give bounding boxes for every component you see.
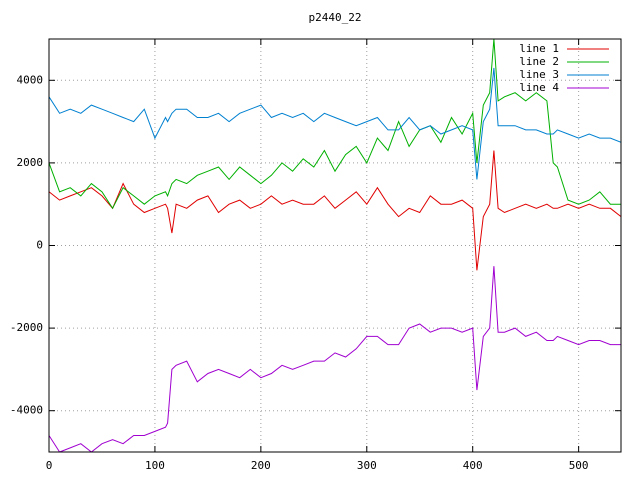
grid <box>48 39 621 452</box>
legend-label: line 1 <box>519 42 559 55</box>
x-tick-label: 300 <box>357 459 377 472</box>
plot-lines <box>49 39 621 452</box>
series-line <box>49 67 621 180</box>
legend-label: line 2 <box>519 55 559 68</box>
y-tick-label: 4000 <box>17 73 44 86</box>
y-tick-label: 2000 <box>17 156 44 169</box>
y-tick-label: 0 <box>36 239 43 252</box>
x-tick-label: 100 <box>145 459 165 472</box>
legend-label: line 3 <box>519 68 559 81</box>
series-line <box>49 150 621 271</box>
x-tick-label: 200 <box>251 459 271 472</box>
x-tick-label: 0 <box>46 459 53 472</box>
x-tick-label: 500 <box>569 459 589 472</box>
series-line <box>49 266 621 452</box>
plot-border <box>48 38 622 453</box>
legend-label: line 4 <box>519 81 559 94</box>
chart-title: p2440_22 <box>309 11 362 24</box>
series-line <box>49 39 621 210</box>
x-tick-label: 400 <box>463 459 483 472</box>
y-tick-label: -2000 <box>10 321 43 334</box>
y-tick-label: -4000 <box>10 404 43 417</box>
